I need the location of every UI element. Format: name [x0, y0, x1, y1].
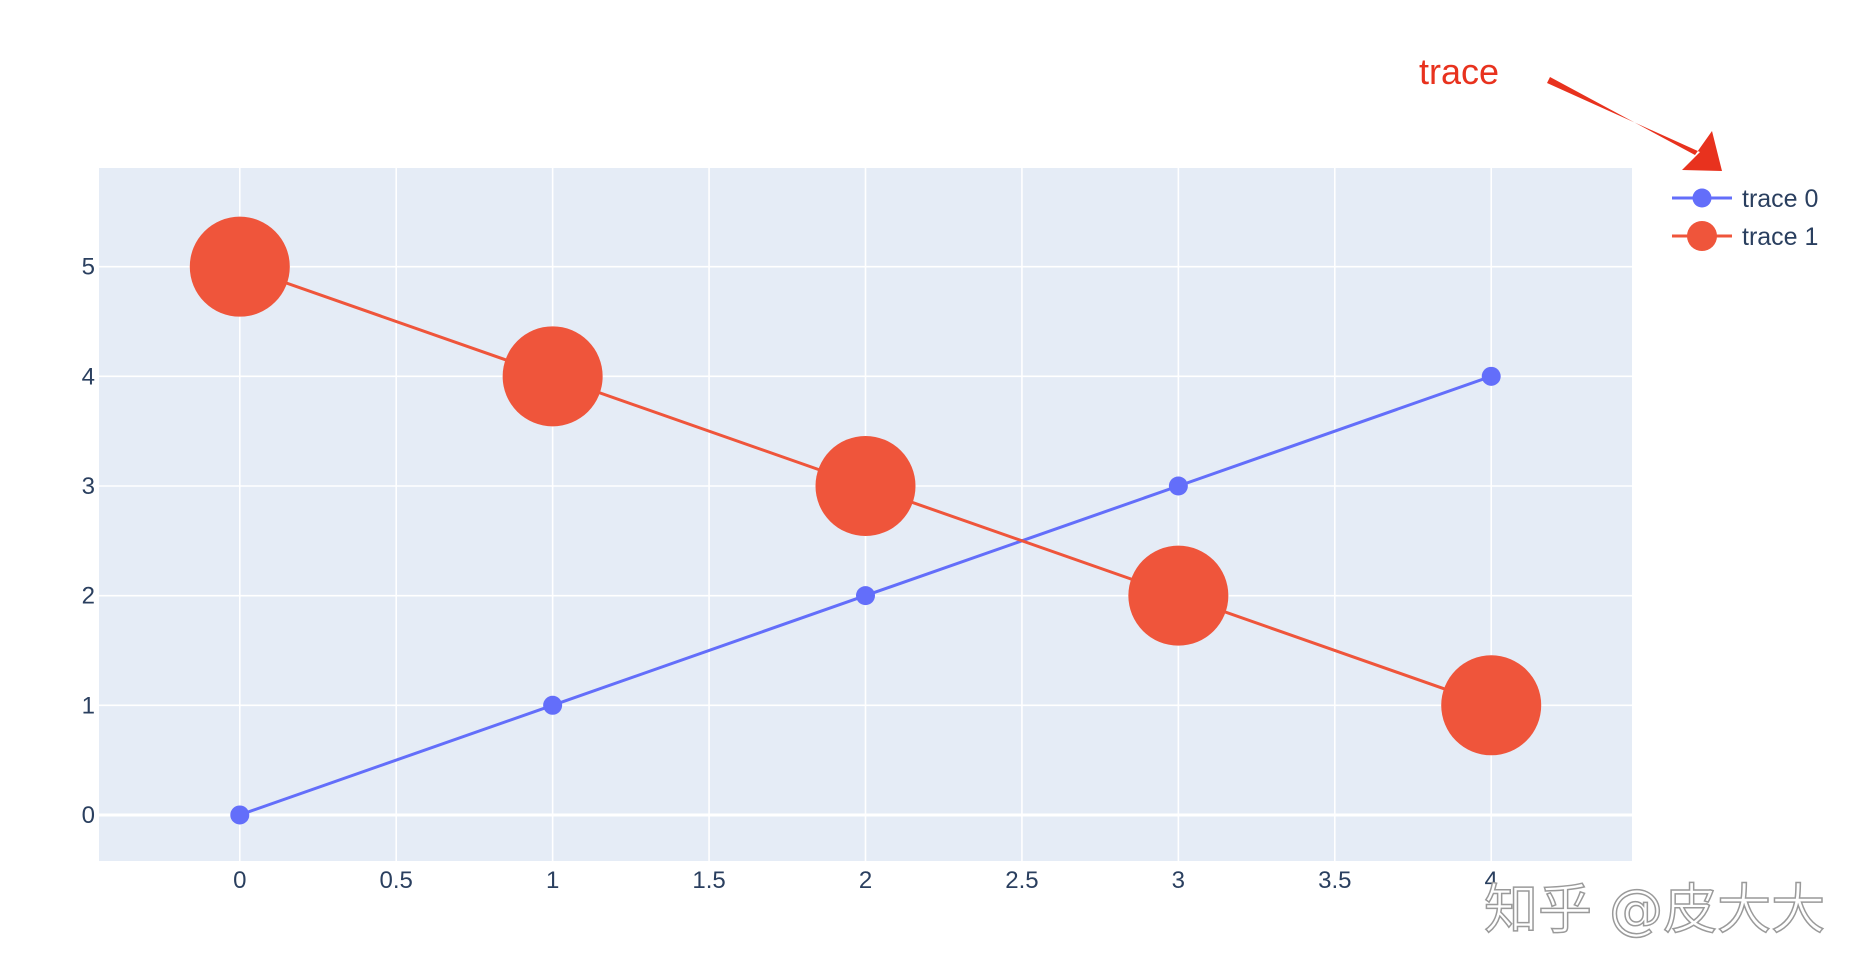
legend[interactable]: trace 0 trace 1 [1672, 185, 1818, 251]
x-tick-label: 1.5 [692, 867, 725, 894]
data-point [1441, 655, 1542, 756]
x-tick-label: 0 [233, 867, 246, 894]
y-gridlines [99, 265, 1632, 817]
x-tick-label: 4 [1485, 867, 1498, 894]
data-point [1128, 545, 1229, 646]
y-tick-label: 2 [82, 583, 95, 610]
x-tick-label: 3.5 [1318, 867, 1351, 894]
data-point [230, 805, 250, 825]
data-point [815, 435, 916, 536]
series-0 [230, 366, 1501, 825]
x-tick-label: 2.5 [1005, 867, 1038, 894]
trace-annotation: trace [1419, 51, 1722, 171]
data-point [189, 216, 290, 317]
y-tick-label: 1 [82, 692, 95, 719]
y-tick-label: 4 [82, 363, 95, 390]
legend-item-0[interactable]: trace 0 [1672, 185, 1818, 213]
series-layer [189, 216, 1542, 825]
data-point [856, 586, 875, 606]
legend-label: trace 0 [1742, 185, 1818, 213]
watermark: 知乎 @皮大大 [1483, 877, 1826, 942]
data-point [543, 695, 563, 715]
data-point [1168, 476, 1188, 496]
trace-annotation-text: trace [1419, 51, 1499, 92]
series-1 [189, 216, 1542, 756]
y-axis-tick-labels: 0 1 2 3 4 5 [82, 254, 95, 829]
x-tick-label: 3 [1172, 867, 1185, 894]
legend-marker [1692, 188, 1712, 208]
y-tick-label: 3 [82, 473, 95, 500]
legend-label: trace 1 [1742, 223, 1818, 251]
y-tick-label: 5 [82, 254, 95, 281]
watermark-text: 知乎 @皮大大 [1484, 878, 1825, 941]
x-tick-label: 0.5 [380, 867, 413, 894]
data-point [1481, 366, 1501, 386]
x-axis-tick-labels: 0 0.5 1 1.5 2 2.5 3 3.5 4 [233, 867, 1498, 894]
annotation-arrow-icon [1547, 77, 1722, 171]
x-tick-label: 2 [859, 867, 872, 894]
y-tick-label: 0 [82, 802, 95, 829]
x-tick-label: 1 [546, 867, 559, 894]
legend-item-1[interactable]: trace 1 [1672, 221, 1818, 251]
legend-marker [1687, 221, 1717, 251]
data-point [502, 326, 603, 427]
